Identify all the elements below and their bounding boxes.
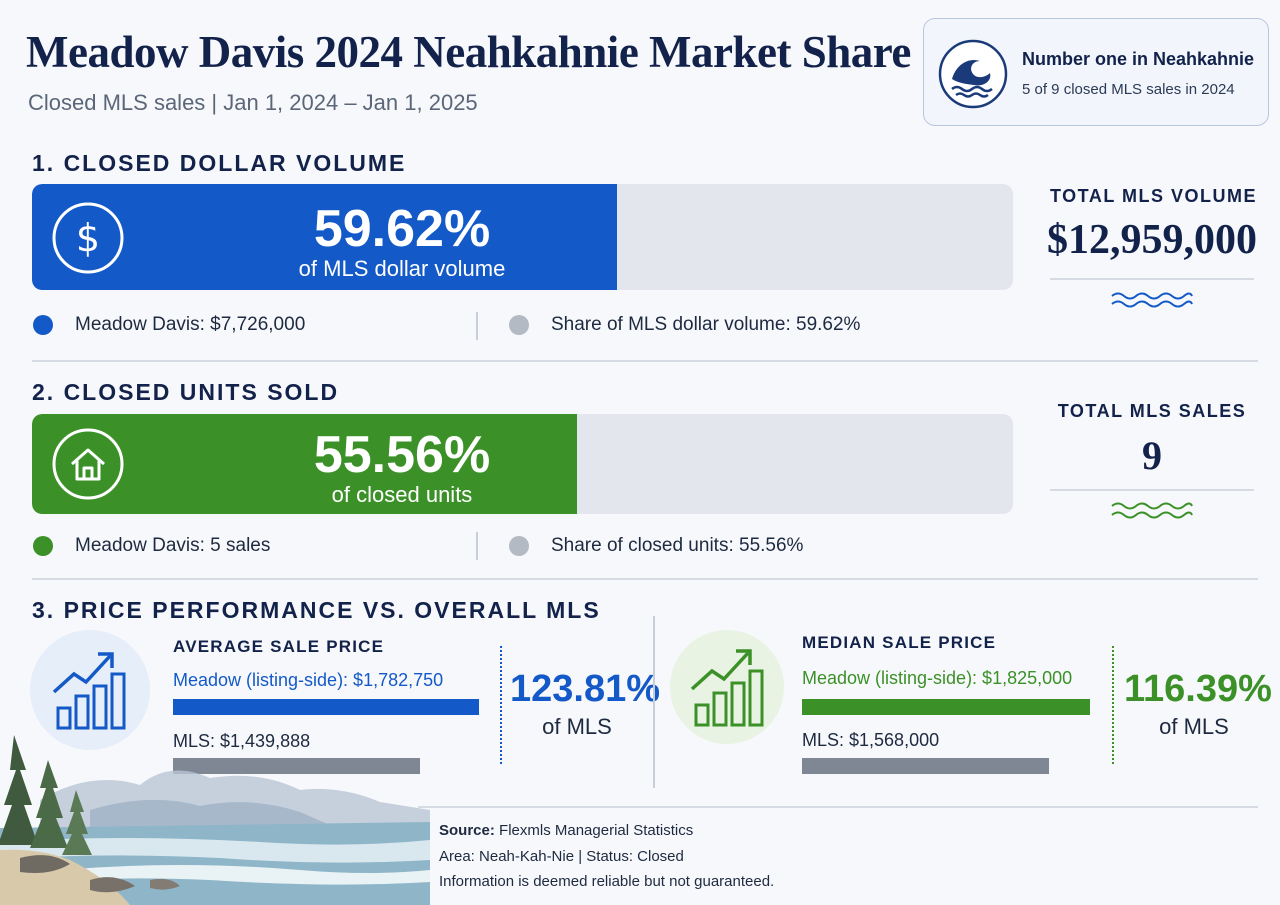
total-volume-value: $12,959,000 [1047, 217, 1257, 263]
bar-chart-up-icon [690, 649, 764, 727]
total-volume-label: TOTAL MLS VOLUME [1050, 186, 1257, 206]
units-legend-secondary: Share of closed units: 55.56% [509, 535, 803, 557]
footer-source-label: Source: [439, 822, 495, 839]
footer-disclaimer: Information is deemed reliable but not g… [439, 873, 775, 890]
units-legend-secondary-text: Share of closed units: 55.56% [551, 535, 804, 556]
volume-legend-secondary: Share of MLS dollar volume: 59.62% [509, 314, 860, 336]
total-volume-rule [1050, 278, 1254, 280]
bar-chart-up-icon [52, 652, 126, 730]
volume-share-caption: of MLS dollar volume [298, 256, 506, 281]
volume-share-bar [32, 184, 617, 290]
volume-share-percent: 59.62% [313, 200, 491, 258]
ranking-badge: Number one in Neahkahnie 5 of 9 closed M… [923, 18, 1269, 126]
average-dotted-divider [500, 646, 502, 764]
volume-legend-primary: Meadow Davis: $7,726,000 [33, 314, 305, 336]
total-sales-rule [1050, 489, 1254, 491]
section-volume-heading: 1. CLOSED DOLLAR VOLUME [32, 150, 407, 176]
average-meadow-text: Meadow (listing-side): $1,782,750 [173, 670, 444, 690]
units-share-label: 55.56% of closed units [262, 428, 542, 508]
total-sales-label: TOTAL MLS SALES [1057, 401, 1247, 421]
badge-title: Number one in Neahkahnie [1022, 49, 1255, 69]
average-ratio-caption: of MLS [542, 714, 612, 739]
badge-subtitle: 5 of 9 closed MLS sales in 2024 [1022, 81, 1235, 98]
coastal-landscape-illustration [0, 735, 430, 905]
median-mls-bar [802, 758, 1049, 774]
median-ratio: 116.39% [1124, 668, 1272, 710]
average-price-label: AVERAGE SALE PRICE [173, 637, 385, 656]
units-legend-primary: Meadow Davis: 5 sales [33, 535, 270, 557]
page-subtitle: Closed MLS sales | Jan 1, 2024 – Jan 1, … [28, 90, 478, 115]
average-ratio: 123.81% [510, 668, 661, 710]
footer-area: Area: Neah-Kah-Nie | Status: Closed [439, 848, 684, 865]
legend-dot-gray [509, 315, 529, 335]
house-icon [52, 428, 124, 500]
volume-share-label: 59.62% of MLS dollar volume [262, 202, 542, 282]
median-meadow-bar [802, 699, 1090, 715]
price-column-divider [653, 616, 655, 788]
units-share-track: 55.56% of closed units [32, 414, 1013, 514]
units-share-caption: of closed units [331, 482, 473, 507]
dollar-icon: $ [52, 202, 124, 274]
legend-dot-blue [33, 315, 53, 335]
median-price-label: MEDIAN SALE PRICE [802, 633, 997, 652]
section-divider [32, 578, 1258, 580]
units-legend-primary-text: Meadow Davis: 5 sales [75, 535, 271, 556]
total-sales-value: 9 [1142, 433, 1162, 478]
legend-dot-gray [509, 536, 529, 556]
median-dotted-divider [1112, 646, 1114, 764]
median-meadow-text: Meadow (listing-side): $1,825,000 [802, 668, 1073, 688]
median-icon-circle [670, 630, 784, 744]
legend-divider [476, 312, 478, 340]
svg-text:$: $ [76, 216, 100, 260]
average-mls-text: MLS: $1,439,888 [173, 731, 311, 751]
wave-ornament-icon [1111, 502, 1193, 519]
footer-source: Source: Flexmls Managerial Statistics [439, 818, 693, 844]
average-mls-bar [173, 758, 420, 774]
section-units-heading: 2. CLOSED UNITS SOLD [32, 379, 340, 405]
units-share-percent: 55.56% [313, 426, 491, 484]
page-title: Meadow Davis 2024 Neahkahnie Market Shar… [26, 27, 911, 77]
average-meadow-bar [173, 699, 479, 715]
median-mls-text: MLS: $1,568,000 [802, 730, 940, 750]
wave-ornament-icon [1111, 292, 1193, 308]
wave-icon [938, 39, 1008, 109]
section-divider [32, 360, 1258, 362]
footer-divider [418, 806, 1258, 808]
volume-share-track: $ 59.62% of MLS dollar volume [32, 184, 1013, 290]
legend-dot-green [33, 536, 53, 556]
section-price-heading: 3. PRICE PERFORMANCE VS. OVERALL MLS [32, 597, 601, 623]
legend-divider [476, 532, 478, 560]
median-ratio-caption: of MLS [1159, 714, 1229, 739]
volume-legend-secondary-text: Share of MLS dollar volume: 59.62% [551, 314, 861, 335]
average-icon-circle [30, 630, 150, 750]
footer-source-value: Flexmls Managerial Statistics [499, 822, 694, 839]
volume-legend-primary-text: Meadow Davis: $7,726,000 [75, 314, 306, 335]
